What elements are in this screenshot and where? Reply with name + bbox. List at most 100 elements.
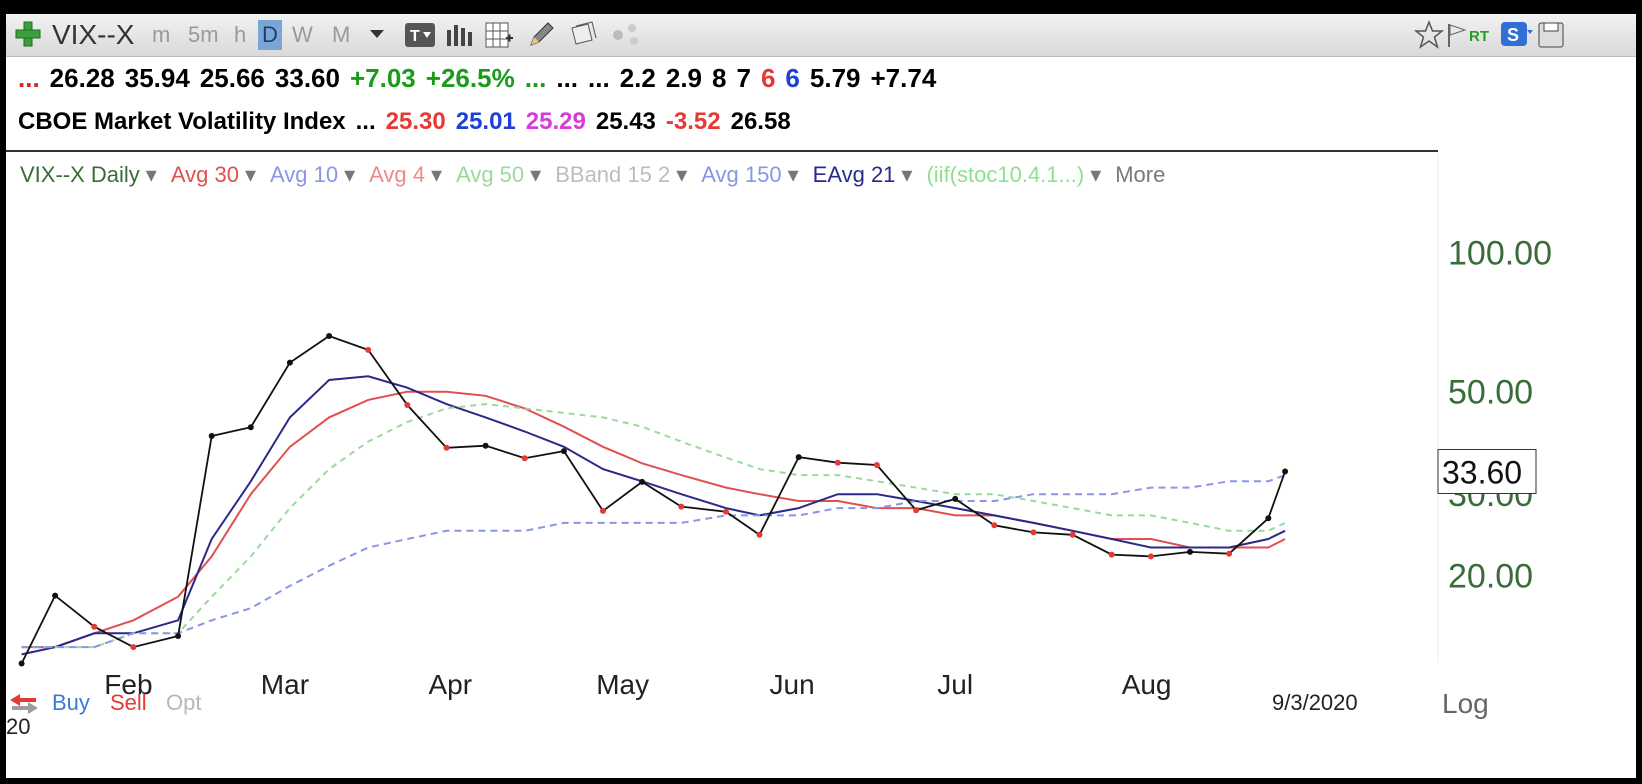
price-point [404, 402, 411, 408]
legend-item[interactable]: Avg 4 [369, 162, 426, 187]
quote-value: +7.03 [349, 63, 416, 93]
price-point [18, 660, 25, 667]
price-point [365, 346, 372, 353]
price-point [991, 522, 998, 529]
timeframe-hour[interactable]: h [234, 22, 247, 47]
price-point [1069, 531, 1076, 538]
quote-value: 25.66 [199, 63, 265, 93]
x-tick-label: Jun [770, 669, 815, 700]
save-icon[interactable] [1536, 20, 1566, 50]
quote-summary-line: ... 26.28 35.94 25.66 33.60 +7.03 +26.5%......… [18, 58, 946, 98]
price-point [678, 503, 685, 510]
text-tool-icon[interactable]: T [404, 22, 436, 48]
index-value: 25.43 [595, 108, 656, 135]
x-tick-label: Feb [104, 669, 152, 700]
x-tick-label: Aug [1122, 669, 1172, 700]
price-point [286, 359, 293, 366]
notes-icon[interactable] [568, 20, 598, 50]
price-point [913, 507, 920, 514]
quote-value: ... [524, 63, 547, 93]
price-point [1147, 553, 1154, 560]
realtime-icon[interactable]: RT [1468, 24, 1496, 46]
study-legend: VIX--X Daily ▾ Avg 30 ▾ Avg 10 ▾ Avg 4 ▾ Avg 50 ▾… [20, 158, 1171, 192]
y-tick-label: 50.00 [1448, 374, 1533, 412]
trade-arrows-icon[interactable] [6, 690, 42, 718]
legend-item[interactable]: Avg 50 [456, 162, 525, 187]
buy-button[interactable]: Buy [52, 690, 90, 715]
svg-text:S: S [1507, 25, 1519, 45]
price-point [795, 454, 802, 461]
x-tick-label: Jul [937, 669, 973, 700]
index-value: 25.30 [385, 108, 446, 135]
timeframe-5minute[interactable]: 5m [188, 22, 219, 47]
price-point [1226, 550, 1233, 557]
series-line-avg-50 [21, 403, 1286, 649]
header-divider [6, 150, 1438, 152]
log-scale-toggle[interactable]: Log [1442, 688, 1489, 719]
sell-button[interactable]: Sell [110, 690, 147, 715]
y-tick-label: 20.00 [1448, 558, 1533, 596]
timeframe-monthly[interactable]: M [332, 22, 351, 47]
timeframe-daily[interactable]: D [258, 20, 282, 50]
symbol-label[interactable]: VIX--X [52, 19, 135, 50]
options-button[interactable]: Opt [166, 690, 202, 715]
quote-value: 8 [712, 63, 727, 93]
calculator-icon[interactable] [484, 20, 514, 50]
index-value: 25.01 [455, 108, 516, 135]
chevron-down-icon[interactable]: ▾ [787, 162, 799, 187]
quote-value: ... [588, 63, 610, 93]
price-point [247, 424, 254, 431]
price-point [208, 433, 215, 439]
timeframe-weekly[interactable]: W [292, 22, 313, 47]
legend-item[interactable]: Avg 30 [170, 162, 239, 187]
bar-chart-icon[interactable] [444, 22, 474, 48]
share-icon[interactable] [610, 22, 642, 48]
toolbar: VIX--X m 5m h D W M T RT S [6, 14, 1636, 57]
chevron-down-icon[interactable]: ▾ [530, 162, 542, 187]
sync-s-icon[interactable]: S [1500, 20, 1534, 48]
legend-item[interactable]: (iif(stoc10.4.1...) [926, 162, 1085, 187]
price-point [1187, 548, 1193, 555]
chevron-down-icon[interactable]: ▾ [431, 162, 443, 187]
timeframe-minute[interactable]: m [152, 22, 171, 47]
legend-item[interactable]: Avg 150 [701, 162, 782, 187]
flag-icon[interactable] [1446, 22, 1468, 48]
price-point [521, 455, 528, 462]
add-plus-icon[interactable] [14, 20, 42, 48]
series-line-price [20, 334, 1286, 664]
legend-item[interactable]: VIX--X Daily [20, 162, 140, 187]
svg-text:T: T [410, 28, 420, 45]
price-point [834, 459, 841, 466]
price-point [873, 462, 880, 468]
chevron-down-icon[interactable]: ▾ [901, 162, 913, 187]
chevron-down-icon[interactable]: ▾ [244, 162, 256, 187]
index-value: ... [355, 108, 376, 135]
legend-item[interactable]: EAvg 21 [812, 162, 896, 187]
star-icon[interactable] [1414, 20, 1444, 50]
year-label: 20 [6, 714, 31, 739]
series-line-avg-150 [21, 474, 1286, 649]
legend-item[interactable]: Avg 10 [270, 162, 339, 187]
legend-item[interactable]: More [1115, 162, 1166, 187]
last-price-label: 33.60 [1442, 455, 1522, 491]
chevron-down-icon[interactable]: ▾ [344, 162, 356, 187]
chevron-down-icon[interactable]: ▾ [676, 162, 688, 187]
pencil-icon[interactable] [526, 20, 556, 50]
price-point [600, 507, 606, 514]
chevron-down-icon[interactable] [368, 28, 386, 40]
legend-item[interactable]: BBand 15 2 [555, 162, 671, 187]
price-point [52, 592, 59, 599]
quote-value: ... [18, 63, 40, 93]
quote-value: 35.94 [124, 63, 190, 93]
chevron-down-icon[interactable]: ▾ [145, 162, 157, 187]
price-point [1030, 529, 1037, 536]
quote-value: 2.2 [619, 63, 656, 93]
quote-value: 33.60 [274, 63, 340, 93]
chevron-down-icon[interactable]: ▾ [1090, 162, 1102, 187]
quote-value: 26.28 [49, 63, 115, 93]
price-point [1265, 515, 1272, 522]
quote-value: ... [556, 63, 579, 93]
y-tick-label: 100.00 [1448, 235, 1552, 273]
price-point [756, 531, 763, 538]
